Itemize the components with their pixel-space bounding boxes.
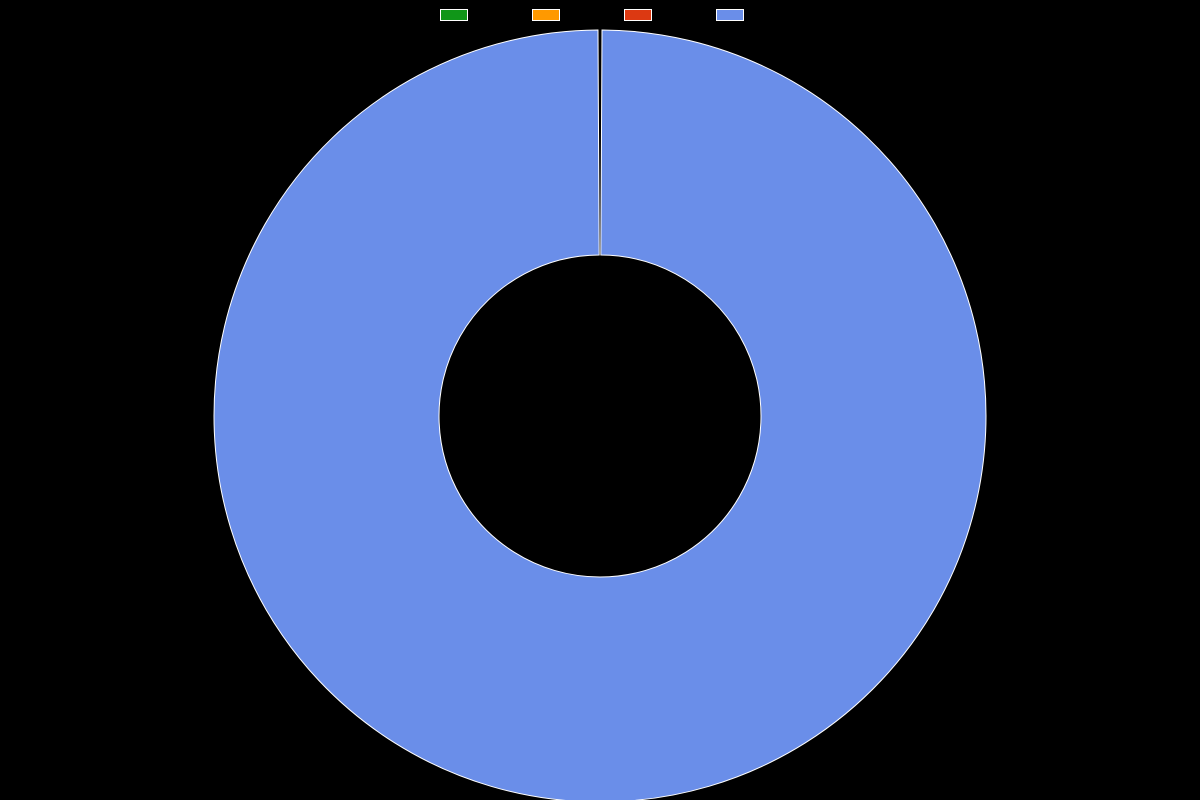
legend-label-0 [474, 8, 484, 22]
legend-swatch-1 [532, 9, 560, 21]
legend-swatch-3 [716, 9, 744, 21]
legend-item-0[interactable] [440, 8, 484, 22]
legend-item-2[interactable] [624, 8, 668, 22]
legend [0, 8, 1200, 22]
legend-label-2 [658, 8, 668, 22]
legend-label-1 [566, 8, 576, 22]
legend-label-3 [750, 8, 760, 22]
legend-swatch-0 [440, 9, 468, 21]
legend-item-1[interactable] [532, 8, 576, 22]
donut-chart [212, 28, 988, 800]
legend-swatch-2 [624, 9, 652, 21]
donut-slice-3[interactable] [214, 30, 986, 800]
chart-container [0, 0, 1200, 800]
legend-item-3[interactable] [716, 8, 760, 22]
